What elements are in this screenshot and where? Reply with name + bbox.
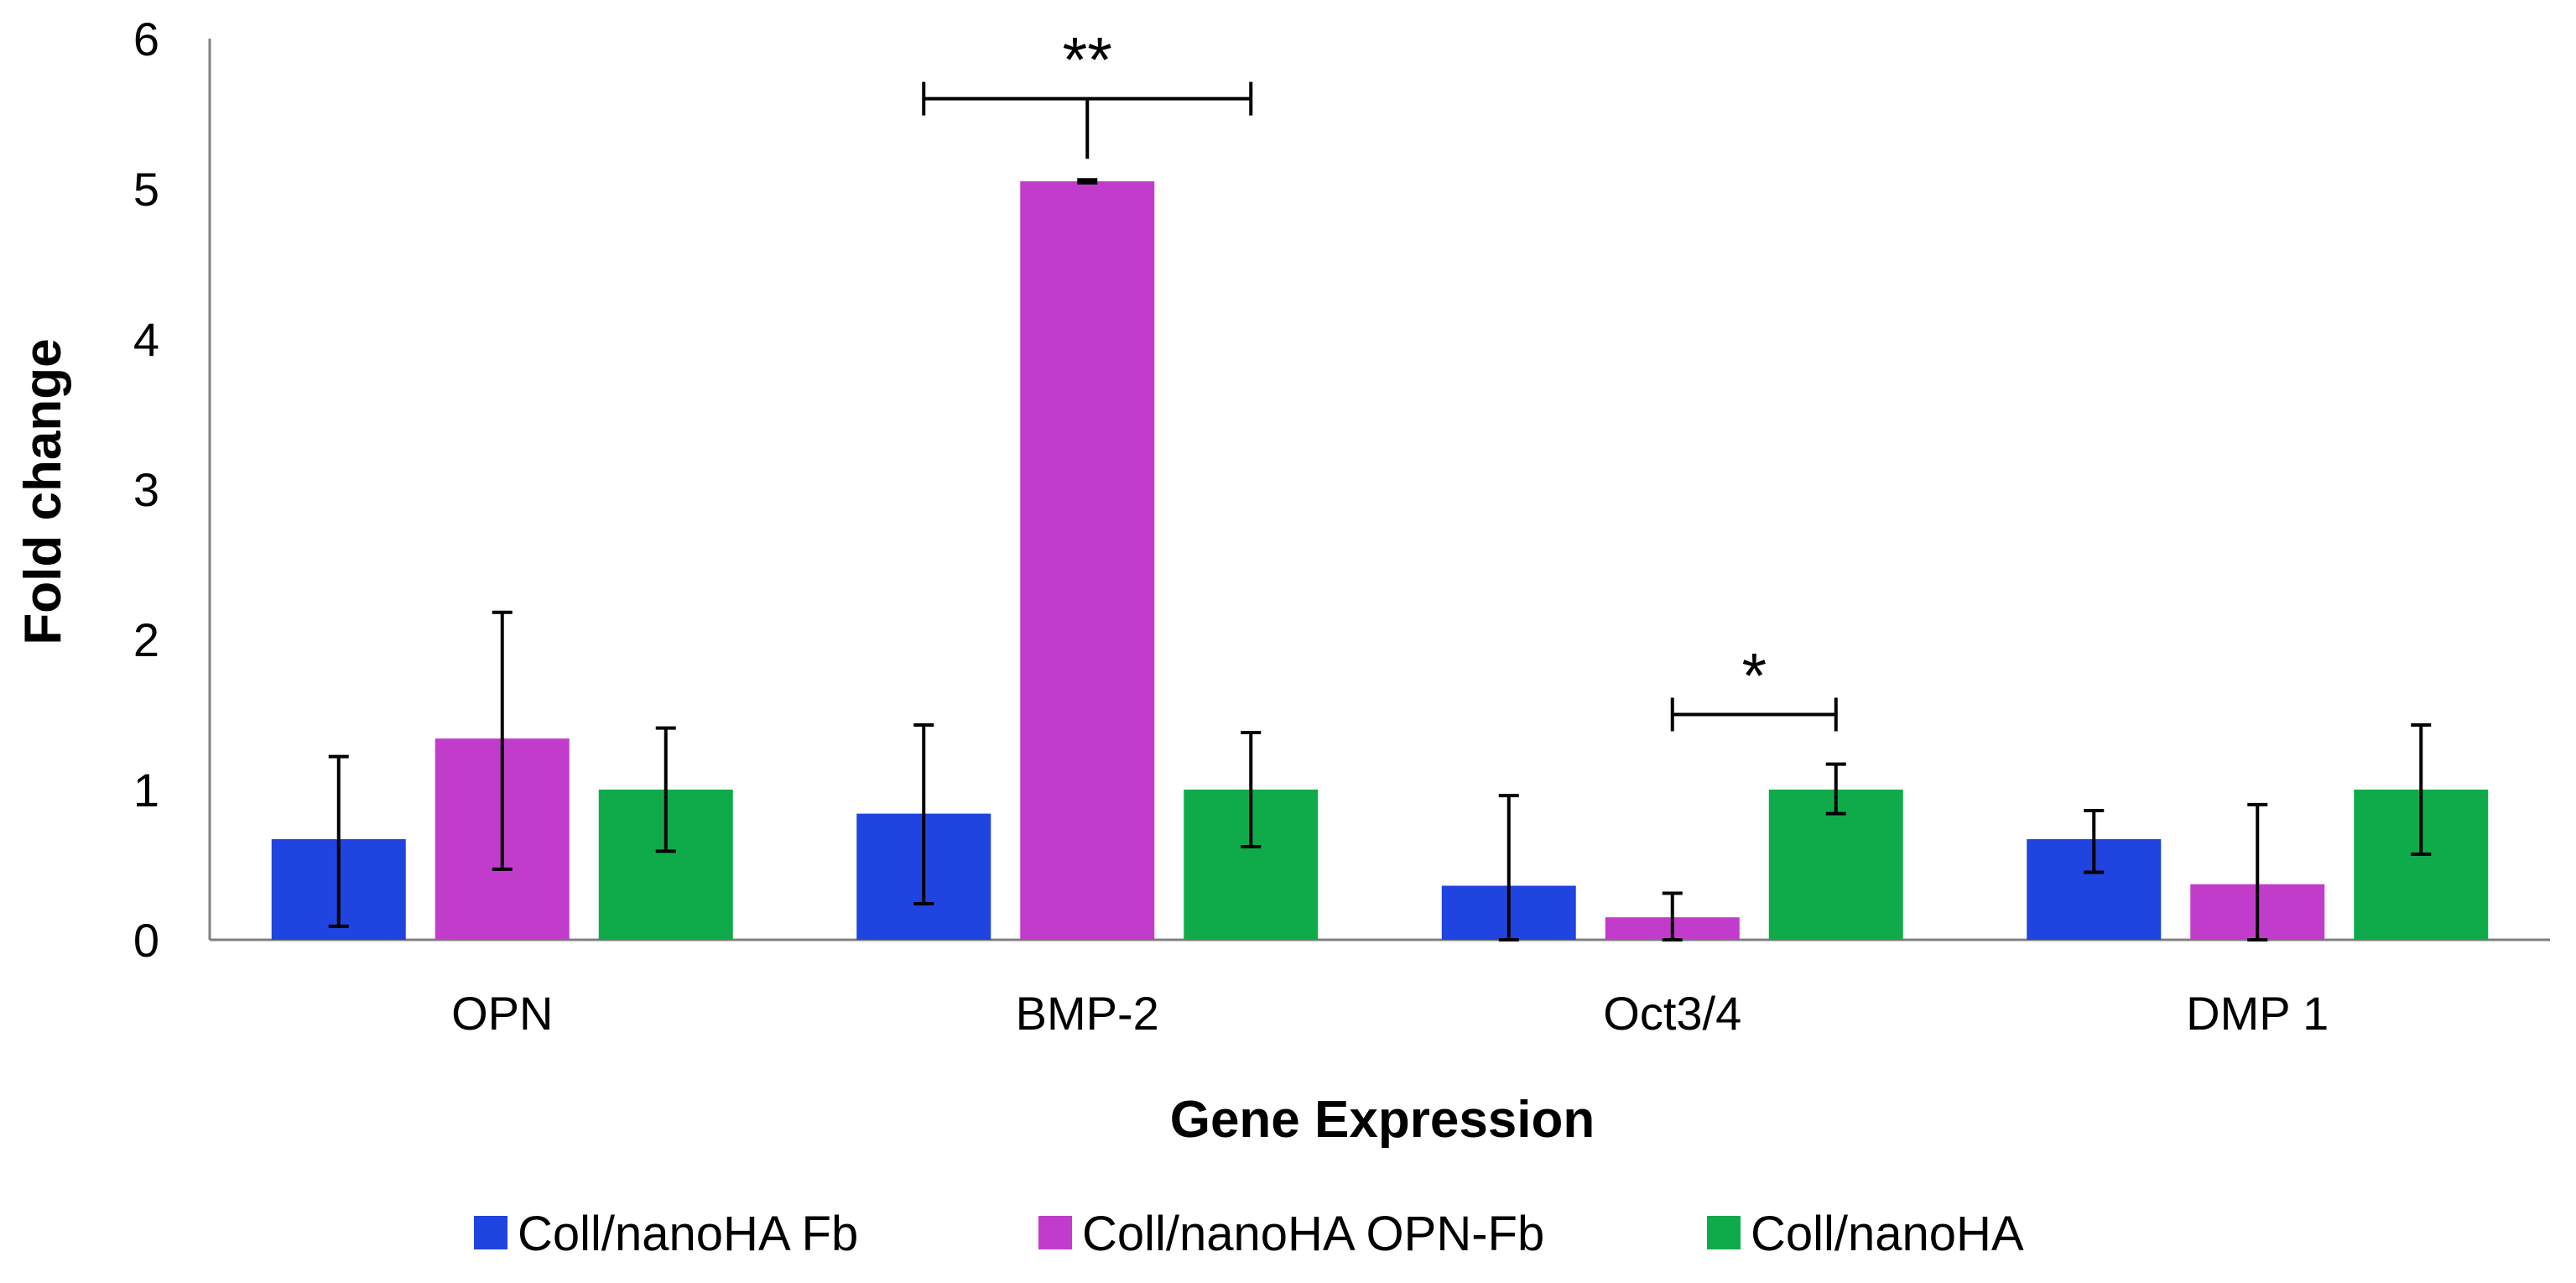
bar [1020, 181, 1155, 941]
y-tick-label: 0 [133, 914, 159, 967]
error-bar [1077, 178, 1098, 185]
x-axis-categories: OPN BMP-2 Oct3/4 DMP 1 [451, 987, 2329, 1040]
legend-swatch [1707, 1216, 1741, 1249]
x-tick-label: BMP-2 [1016, 987, 1159, 1040]
legend-swatch [474, 1216, 507, 1249]
legend-label: Coll/nanoHA Fb [518, 1207, 858, 1261]
y-axis-title: Fold change [14, 338, 72, 644]
legend-swatch [1038, 1216, 1072, 1249]
x-tick-label: DMP 1 [2186, 987, 2329, 1040]
significance-annotations: *** [922, 25, 1838, 732]
legend-label: Coll/nanoHA OPN-Fb [1082, 1207, 1544, 1261]
error-bars [328, 178, 2432, 941]
significance-bracket [922, 81, 1253, 159]
x-tick-label: Oct3/4 [1603, 987, 1741, 1040]
error-bar [913, 723, 934, 906]
error-bar [2084, 809, 2105, 874]
error-bar [655, 726, 676, 853]
error-bar [1662, 891, 1683, 941]
y-tick-label: 6 [133, 13, 159, 65]
significance-bracket [1670, 697, 1838, 732]
legend: Coll/nanoHA Fb Coll/nanoHA OPN-Fb Coll/nan… [474, 1207, 2024, 1261]
significance-label: * [1741, 641, 1767, 712]
error-bar [1498, 794, 1519, 941]
error-bar [2411, 723, 2432, 856]
y-tick-label: 1 [133, 764, 159, 816]
significance-label: ** [1063, 25, 1112, 96]
x-tick-label: OPN [451, 987, 553, 1040]
error-bar [1825, 762, 1846, 816]
error-bar [328, 754, 349, 928]
y-axis-ticks: 0 1 2 3 4 5 6 [133, 13, 159, 967]
y-tick-label: 2 [133, 613, 159, 666]
y-tick-label: 3 [133, 463, 159, 516]
legend-label: Coll/nanoHA [1751, 1207, 2024, 1261]
x-axis-title: Gene Expression [1170, 1091, 1595, 1149]
y-tick-label: 5 [133, 163, 159, 216]
bars [271, 181, 2489, 941]
y-tick-label: 4 [133, 313, 159, 366]
error-bar [2247, 802, 2268, 941]
error-bar [1241, 730, 1262, 849]
error-bar [492, 610, 513, 871]
